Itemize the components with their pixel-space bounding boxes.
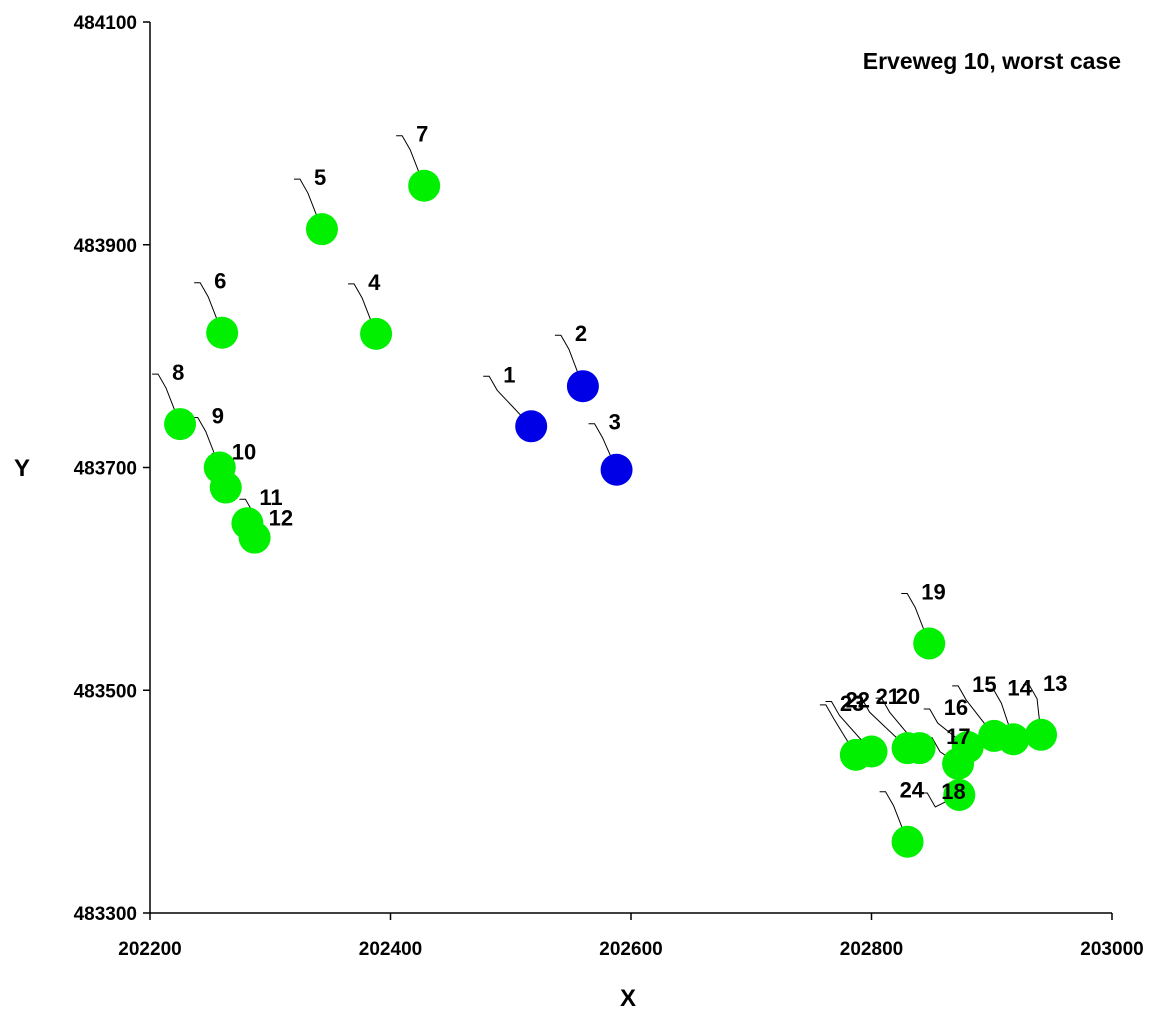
leader-line (923, 708, 969, 748)
data-point-5 (305, 213, 338, 246)
x-tick-label: 202200 (118, 939, 181, 960)
point-label-22: 22 (846, 688, 870, 713)
leader-line (879, 791, 909, 842)
data-point-15 (978, 719, 1011, 752)
x-tick-label: 202400 (359, 939, 422, 960)
leader-line (483, 375, 532, 427)
data-point-21 (891, 732, 924, 765)
y-tick-label: 484100 (74, 13, 137, 34)
point-label-4: 4 (368, 270, 381, 295)
point-label-18: 18 (941, 779, 965, 804)
point-label-9: 9 (212, 404, 224, 429)
leader-line (952, 685, 995, 737)
point-label-6: 6 (214, 269, 226, 294)
leader-line (152, 373, 181, 425)
point-label-3: 3 (609, 410, 621, 435)
x-tick-label: 202800 (840, 939, 903, 960)
data-point-10 (209, 471, 242, 504)
data-point-19 (913, 627, 946, 660)
data-point-4 (360, 317, 393, 350)
point-label-10: 10 (232, 440, 256, 465)
y-tick-label: 483300 (74, 904, 137, 925)
point-label-11: 11 (259, 485, 282, 510)
data-point-17 (942, 747, 975, 780)
x-axis-title: X (620, 985, 636, 1012)
data-point-3 (600, 453, 633, 486)
y-tick-label: 483900 (74, 236, 137, 257)
chart-title: Erveweg 10, worst case (863, 48, 1121, 74)
point-label-24: 24 (900, 778, 925, 803)
point-label-7: 7 (416, 122, 428, 147)
x-tick-label: 202600 (599, 939, 662, 960)
point-label-13: 13 (1043, 671, 1067, 696)
leader-line (554, 334, 584, 387)
y-tick-label: 483700 (74, 459, 137, 480)
leader-line (348, 283, 377, 335)
point-label-1: 1 (503, 362, 515, 387)
data-point-24 (891, 825, 924, 858)
data-point-18 (943, 778, 976, 811)
point-label-23: 23 (840, 691, 864, 716)
point-label-2: 2 (575, 321, 587, 346)
leader-line (293, 178, 323, 230)
point-label-8: 8 (172, 360, 184, 385)
leader-line (191, 417, 221, 468)
point-label-17: 17 (946, 724, 970, 749)
data-point-2 (566, 370, 599, 403)
point-label-16: 16 (944, 695, 968, 720)
y-axis-title: Y (14, 455, 30, 482)
leader-line (819, 704, 857, 756)
y-tick-label: 483500 (74, 681, 137, 702)
data-point-12 (238, 521, 271, 554)
data-point-8 (164, 408, 197, 441)
leader-line (875, 697, 920, 749)
data-point-23 (839, 738, 872, 771)
point-label-20: 20 (896, 684, 920, 709)
point-label-15: 15 (972, 672, 996, 697)
leader-line (194, 282, 223, 333)
point-label-19: 19 (921, 579, 945, 604)
data-points (164, 169, 1058, 858)
point-label-5: 5 (314, 165, 326, 190)
data-point-1 (515, 410, 548, 443)
data-point-13 (1025, 718, 1058, 751)
point-label-21: 21 (876, 684, 900, 709)
leader-line (987, 688, 1014, 740)
data-point-6 (206, 316, 239, 349)
point-label-14: 14 (1007, 675, 1032, 700)
leader-line (901, 592, 930, 644)
leader-line (825, 701, 872, 752)
data-point-7 (408, 169, 441, 202)
leader-line (588, 423, 618, 470)
leader-line (855, 697, 908, 749)
leader-line (396, 135, 425, 186)
leader-line (1023, 684, 1042, 735)
point-label-12: 12 (269, 506, 293, 531)
x-tick-label: 203000 (1080, 939, 1143, 960)
